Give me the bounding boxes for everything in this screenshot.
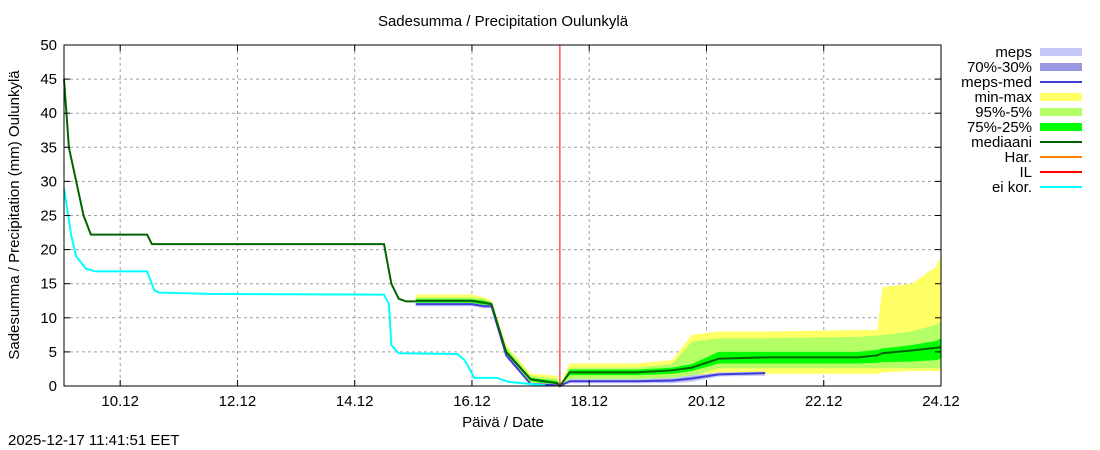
y-tick-label: 30 — [40, 173, 57, 190]
y-tick-label: 50 — [40, 37, 57, 54]
legend-label: meps — [995, 44, 1032, 61]
y-tick-label: 15 — [40, 276, 57, 293]
x-axis-label: Päivä / Date — [462, 414, 544, 431]
legend: meps70%-30%meps-medmin-max95%-5%75%-25%m… — [961, 44, 1082, 196]
y-tick-label: 20 — [40, 242, 57, 259]
legend-label: ei kor. — [992, 179, 1032, 196]
legend-swatch — [1040, 63, 1082, 71]
y-tick-label: 0 — [49, 378, 57, 395]
legend-label: 70%-30% — [967, 59, 1032, 76]
y-tick-label: 40 — [40, 105, 57, 122]
grid — [64, 45, 941, 386]
legend-swatch — [1040, 123, 1082, 131]
x-tick-label: 18.12 — [570, 393, 608, 410]
y-axis-label: Sadesumma / Precipitation (mm) Oulunkylä — [6, 70, 23, 360]
legend-label: 75%-25% — [967, 119, 1032, 136]
x-tick-label: 16.12 — [453, 393, 491, 410]
line-ei-kor — [63, 188, 546, 387]
chart-title: Sadesumma / Precipitation Oulunkylä — [378, 13, 629, 30]
x-tick-label: 22.12 — [805, 393, 843, 410]
axes: 0 5 10 15 20 25 30 35 40 45 50 10.12 12.12 14.12 16.12… — [40, 37, 959, 410]
legend-swatch — [1040, 93, 1082, 101]
plot-frame — [63, 44, 942, 387]
y-tick-label: 5 — [49, 344, 57, 361]
y-tick-label: 45 — [40, 71, 57, 88]
legend-swatch — [1040, 108, 1082, 116]
legend-swatch — [1040, 48, 1082, 56]
x-tick-label: 24.12 — [922, 393, 960, 410]
y-tick-label: 35 — [40, 139, 57, 156]
bands — [415, 256, 941, 386]
legend-label: min-max — [974, 89, 1032, 106]
y-tick-label: 10 — [40, 310, 57, 327]
x-tick-label: 10.12 — [101, 393, 139, 410]
legend-label: meps-med — [961, 74, 1032, 91]
x-tick-label: 20.12 — [688, 393, 726, 410]
legend-label: IL — [1019, 164, 1032, 181]
legend-label: 95%-5% — [975, 104, 1032, 121]
legend-label: mediaani — [971, 134, 1032, 151]
band-95-5 — [415, 297, 941, 386]
line-mediaani-forecast — [415, 299, 942, 388]
x-tick-label: 12.12 — [219, 393, 257, 410]
x-tick-label: 14.12 — [336, 393, 374, 410]
line-mediaani-history — [63, 79, 416, 303]
legend-label: Har. — [1004, 149, 1032, 166]
y-tick-label: 25 — [40, 208, 57, 225]
timestamp: 2025-12-17 11:41:51 EET — [8, 432, 180, 449]
